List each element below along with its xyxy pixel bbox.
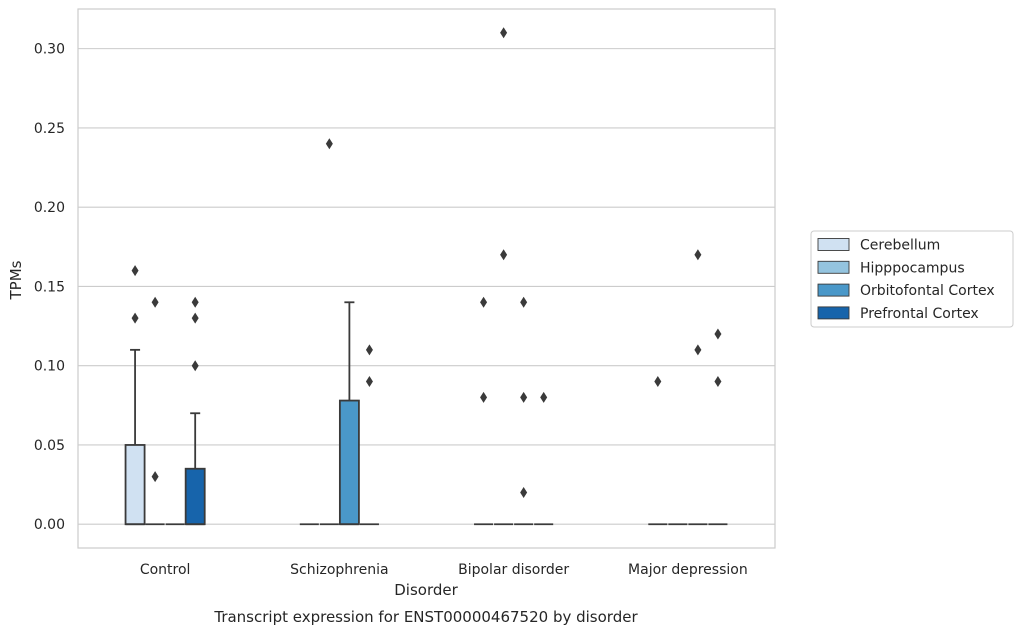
outlier-point (191, 296, 199, 308)
plot-frame (77, 8, 776, 549)
legend-label: Orbitofontal Cortex (860, 283, 995, 299)
legend-swatch (817, 260, 850, 274)
y-tick-label: 0.25 (34, 121, 65, 137)
x-axis: Control Schizophrenia Bipolar disorder Majo… (140, 562, 748, 578)
y-grid (78, 48, 775, 525)
legend-swatch (817, 283, 850, 297)
x-tick-label: Control (140, 562, 191, 578)
outlier-point (714, 328, 722, 340)
legend-swatch (817, 306, 850, 320)
x-tick-label: Schizophrenia (290, 562, 388, 578)
y-tick-label: 0.00 (34, 517, 65, 533)
outlier-point (365, 344, 373, 356)
outlier-point (480, 296, 488, 308)
outlier-point (520, 487, 528, 499)
box (124, 444, 146, 526)
outlier-point (500, 27, 508, 39)
outlier-point (520, 391, 528, 403)
plot-area (124, 27, 728, 526)
outlier-point (151, 296, 159, 308)
outlier-point (191, 360, 199, 372)
outlier-point (365, 376, 373, 388)
box (338, 399, 360, 526)
legend-label: Cerebellum (860, 238, 940, 254)
outlier-point (714, 376, 722, 388)
outlier-point (500, 249, 508, 261)
legend-frame (810, 230, 1014, 328)
outlier-point (540, 391, 548, 403)
outlier-point (654, 376, 662, 388)
outlier-point (131, 312, 139, 324)
y-axis: 0.00 0.05 0.10 0.15 0.20 0.25 0.30 (34, 42, 65, 534)
outlier-point (480, 391, 488, 403)
outlier-point (131, 265, 139, 277)
y-axis-label: TPMs (7, 260, 25, 300)
outlier-point (325, 138, 333, 150)
outlier-point (191, 312, 199, 324)
x-tick-label: Bipolar disorder (458, 562, 569, 578)
x-tick-label: Major depression (628, 562, 748, 578)
legend-label: Prefrontal Cortex (860, 306, 979, 322)
outlier-point (694, 249, 702, 261)
outlier-point (520, 296, 528, 308)
box (184, 467, 206, 526)
legend-swatch (817, 238, 850, 251)
y-tick-label: 0.30 (34, 42, 65, 58)
outlier-point (694, 344, 702, 356)
chart-title: Transcript expression for ENST0000046752… (213, 608, 638, 626)
outlier-point (151, 471, 159, 483)
y-tick-label: 0.20 (34, 200, 65, 216)
legend-label: Hipppocampus (860, 260, 965, 276)
x-axis-label: Disorder (394, 581, 458, 599)
y-tick-label: 0.05 (34, 438, 65, 454)
y-tick-label: 0.10 (34, 359, 65, 375)
legend: Cerebellum Hipppocampus Orbitofontal Corte… (810, 230, 1014, 328)
y-tick-label: 0.15 (34, 279, 65, 295)
